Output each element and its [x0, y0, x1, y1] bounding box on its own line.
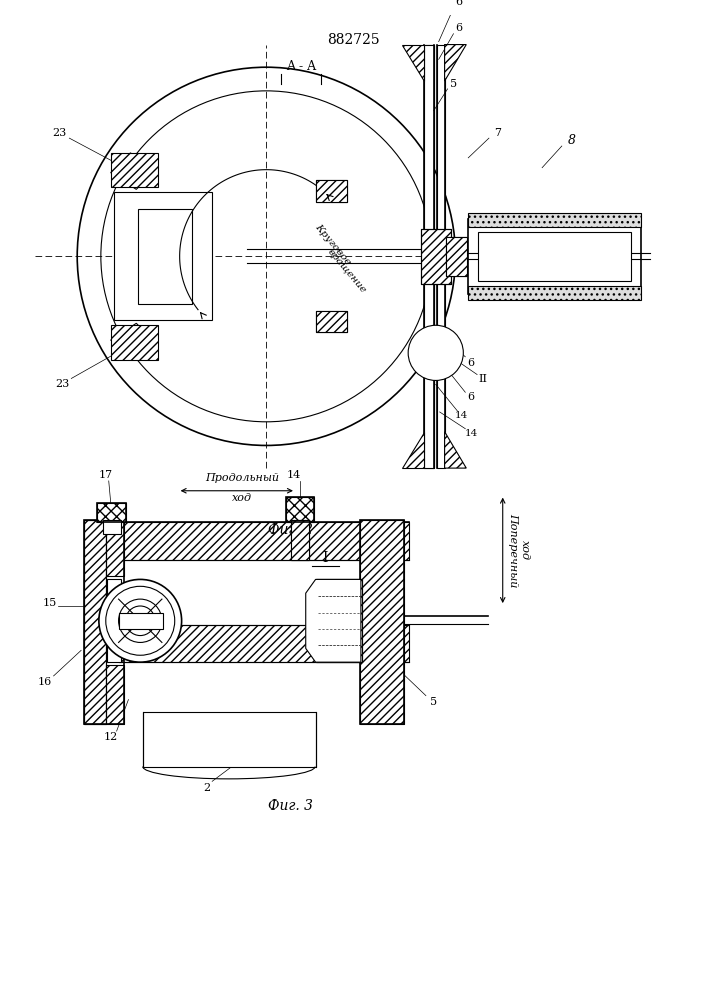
Bar — [111, 153, 158, 187]
Bar — [103, 520, 121, 534]
Text: Круговое: Круговое — [314, 222, 353, 267]
Text: 16: 16 — [37, 677, 52, 687]
Text: 14: 14 — [287, 470, 301, 480]
Bar — [286, 497, 314, 522]
Polygon shape — [111, 153, 156, 189]
Bar — [84, 520, 106, 724]
Text: I: I — [322, 551, 328, 565]
Bar — [97, 503, 127, 522]
Bar — [291, 520, 309, 560]
Bar — [445, 237, 467, 276]
Bar — [437, 45, 445, 468]
Bar — [139, 209, 192, 304]
Bar — [84, 520, 106, 724]
Bar — [111, 325, 158, 360]
Bar — [291, 520, 309, 560]
Text: 15: 15 — [42, 598, 57, 608]
Polygon shape — [402, 45, 424, 81]
Text: 14: 14 — [455, 411, 468, 420]
Bar — [106, 520, 124, 576]
Text: 6: 6 — [455, 23, 462, 33]
Bar — [478, 232, 631, 281]
Text: 14: 14 — [464, 429, 478, 438]
Bar — [315, 579, 362, 662]
Text: Фиг. 2: Фиг. 2 — [269, 523, 313, 537]
Bar — [114, 192, 212, 320]
Bar — [144, 712, 315, 767]
Bar — [315, 180, 347, 202]
Text: II: II — [479, 374, 488, 384]
Text: 6: 6 — [467, 392, 475, 402]
Polygon shape — [111, 323, 156, 360]
Bar — [315, 311, 347, 332]
Bar — [107, 579, 121, 662]
Bar — [445, 237, 467, 276]
Bar — [119, 613, 163, 629]
Text: Поперечный: Поперечный — [508, 513, 519, 587]
Bar — [119, 625, 409, 662]
Circle shape — [99, 579, 182, 662]
Bar — [360, 520, 404, 724]
Bar — [468, 219, 641, 294]
Bar — [424, 45, 434, 468]
Text: 5: 5 — [431, 697, 438, 707]
Text: 23: 23 — [55, 379, 69, 389]
Text: 6: 6 — [455, 0, 462, 7]
Polygon shape — [445, 432, 467, 468]
Bar — [286, 497, 314, 522]
Polygon shape — [305, 579, 361, 662]
Bar — [315, 180, 347, 202]
Bar — [119, 522, 409, 560]
Bar — [315, 311, 347, 332]
Text: ход: ход — [520, 540, 530, 560]
Bar — [421, 229, 450, 284]
Bar — [421, 229, 450, 284]
Bar — [97, 503, 127, 522]
Circle shape — [77, 67, 455, 445]
Polygon shape — [445, 45, 467, 81]
Bar — [106, 665, 124, 724]
Bar — [424, 45, 434, 468]
Text: A - A: A - A — [286, 60, 316, 73]
Bar — [315, 579, 362, 662]
Text: Продольный: Продольный — [205, 473, 279, 483]
Text: 17: 17 — [99, 470, 113, 480]
Bar — [468, 213, 641, 227]
Text: 8: 8 — [568, 134, 575, 147]
Circle shape — [119, 599, 162, 642]
Text: 6: 6 — [467, 358, 475, 368]
Text: 882725: 882725 — [327, 33, 380, 47]
Bar — [84, 520, 124, 724]
Text: 5: 5 — [450, 79, 457, 89]
Bar — [360, 520, 404, 724]
Text: 7: 7 — [494, 128, 501, 138]
Text: 2: 2 — [204, 783, 211, 793]
Text: 23: 23 — [52, 128, 66, 138]
Text: вращение: вращение — [326, 247, 368, 295]
Polygon shape — [402, 432, 424, 468]
Circle shape — [408, 325, 463, 380]
Text: 12: 12 — [103, 732, 118, 742]
Circle shape — [125, 606, 155, 636]
Text: Фиг. 3: Фиг. 3 — [269, 799, 313, 813]
Bar — [468, 286, 641, 300]
Text: ход: ход — [232, 493, 252, 503]
